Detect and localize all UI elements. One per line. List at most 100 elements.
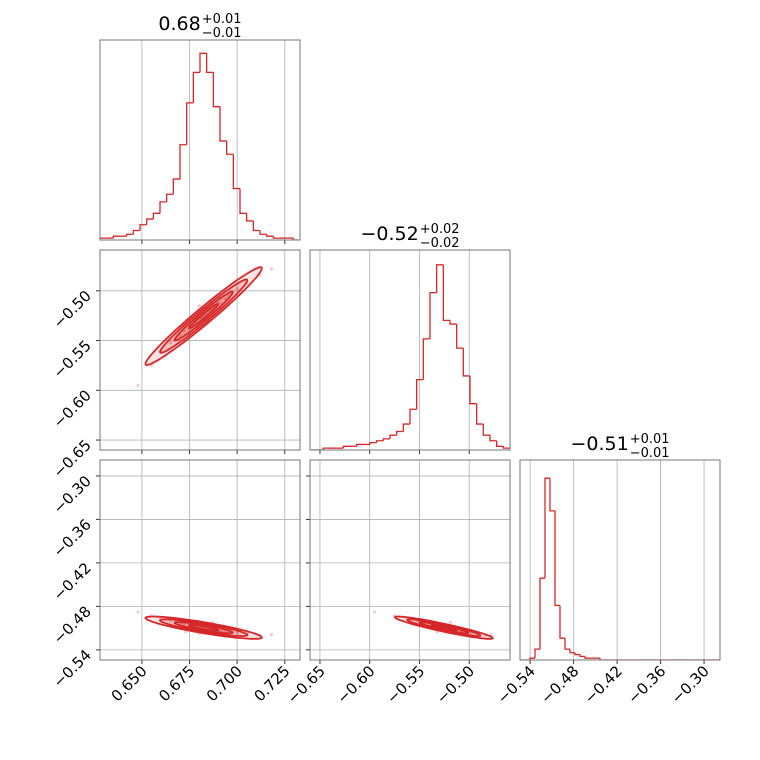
histogram-step [199,52,207,73]
histogram-step [409,408,417,425]
density-contour [188,303,220,330]
y-tick-label: −0.36 [50,516,95,561]
panel-frame [99,39,301,241]
title-lower: −0.01 [630,446,670,461]
panel: −0.65−0.60−0.55−0.50 [284,459,511,707]
histogram-step [322,447,330,450]
panel-frame [99,459,301,661]
histogram-step [126,233,134,237]
histogram-step [429,291,437,339]
histogram-step [239,188,247,214]
histogram-step [549,478,555,512]
sample-point [136,610,140,614]
histogram-step [232,154,240,190]
y-tick-label: −0.30 [50,472,95,517]
histogram-step [564,638,570,650]
panel: −0.65−0.60−0.55−0.50 [50,249,301,481]
histogram-step [436,264,444,293]
histogram-step [166,193,174,202]
histogram-step [272,236,280,239]
x-tick-label: −0.65 [284,662,329,707]
density-contour [159,278,249,354]
y-tick-label: −0.42 [50,559,95,604]
histogram-step [496,440,504,447]
title-value: −0.52 [360,223,418,245]
histogram-step [246,213,254,222]
histogram-step [402,423,410,432]
panel-title: 0.68 +0.01−0.01 [158,12,241,41]
histogram-step [544,477,550,579]
sample-point [373,610,377,614]
histogram-step [482,424,490,436]
histogram-step [396,430,404,436]
histogram [520,477,720,660]
density-contour [430,624,458,632]
x-tick-label: −0.36 [624,662,669,707]
histogram-step [100,237,107,240]
x-tick-label: −0.50 [433,662,478,707]
sample-point [197,304,201,308]
y-tick-label: −0.50 [50,287,95,332]
sample-point [235,631,239,635]
histogram-step [112,235,120,239]
x-tick-label: −0.30 [668,662,713,707]
y-tick-label: −0.65 [50,436,95,481]
histogram-step [599,658,605,660]
histogram-step [219,106,227,142]
histogram-step [559,605,565,639]
y-tick-label: −0.48 [50,602,95,647]
histogram-step [489,435,497,442]
histogram-step [192,71,200,103]
x-tick-label: 0.675 [155,662,198,705]
histogram-step [186,102,194,145]
title-upper: +0.01 [202,12,242,27]
title-upper: +0.02 [420,222,460,237]
histogram-step [139,224,147,231]
x-tick-label: 0.700 [203,662,246,705]
x-tick-label: −0.54 [494,662,539,707]
histogram-step [584,656,590,659]
histogram-step [456,324,464,349]
histogram-step [159,201,167,214]
title-lower: −0.01 [202,26,242,41]
density-contour [158,618,249,638]
histogram-step [554,510,560,607]
panel-frame [519,459,721,661]
sample-point [269,267,274,271]
histogram-step [259,230,267,235]
histogram-step [574,652,580,656]
contours [136,610,274,640]
x-tick-label: −0.55 [383,662,428,707]
panel: 0.650 0.675 0.700 0.725−0.54−0.48−0.42−0.36… [50,459,301,705]
histogram-step [212,72,220,108]
panel-title: −0.51 +0.01−0.01 [570,432,669,461]
histogram-step [389,434,397,439]
panel: 0.68 +0.01−0.01 [99,12,301,244]
histogram-step [422,338,430,380]
histogram-step [476,403,484,425]
histogram-step [356,443,364,447]
x-tick-label: −0.42 [581,662,626,707]
title-upper: +0.01 [630,432,670,447]
sample-point [448,620,452,624]
histogram-step [382,438,390,441]
title-value: 0.68 [158,13,200,35]
histogram-step [226,140,234,155]
histogram-step [416,378,424,410]
histogram-step [152,212,160,220]
histogram-step [146,218,154,225]
histogram-step [179,144,187,180]
density-contour [406,618,482,638]
histogram-step [376,440,384,443]
y-tick-label: −0.54 [50,646,95,691]
panel-frame [309,459,511,661]
title-value: −0.51 [570,433,628,455]
histogram-step [529,657,535,660]
panel-title: −0.52 +0.02−0.02 [360,222,459,251]
histogram-step [292,238,300,240]
panel: −0.54−0.48−0.42−0.36−0.30 −0.51 +0.01−0.01 [494,432,721,707]
y-tick-label: −0.55 [50,337,95,382]
sample-point [235,287,239,291]
histogram-step [449,320,457,325]
